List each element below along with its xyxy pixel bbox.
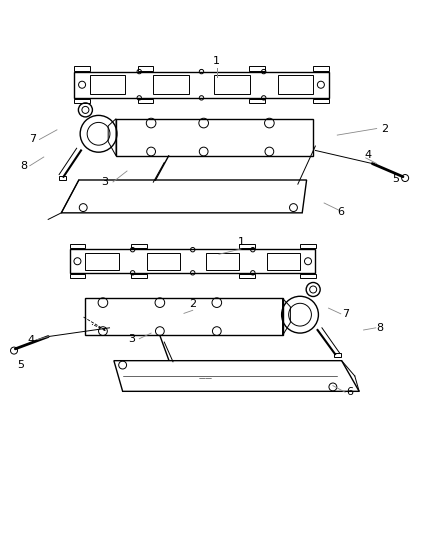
Bar [147,253,180,270]
Bar [138,99,153,103]
Bar [334,353,341,357]
Bar [239,245,254,248]
Bar [90,75,125,94]
Text: 2: 2 [189,300,196,310]
Bar [74,66,90,71]
Text: ——: —— [199,375,213,381]
Bar [70,274,85,278]
Bar [70,249,315,273]
Text: 5: 5 [18,360,25,370]
Bar [250,99,265,103]
Bar [74,71,328,98]
Bar [267,253,300,270]
Text: 1: 1 [237,237,244,247]
Bar [131,245,147,248]
Text: 3: 3 [102,177,109,187]
Bar [214,75,250,94]
Bar [85,253,119,270]
Text: 8: 8 [21,161,28,171]
Text: 7: 7 [29,134,36,144]
Bar [138,66,153,71]
Bar [131,274,147,278]
Bar [313,99,329,103]
Bar [70,245,85,248]
Text: 6: 6 [337,207,344,217]
Bar [250,66,265,71]
Bar [300,245,316,248]
Text: 7: 7 [342,309,349,319]
Text: 5: 5 [392,174,399,184]
Text: 4: 4 [364,150,371,160]
Bar [239,274,254,278]
Text: 6: 6 [346,387,353,397]
Bar [74,99,90,103]
Text: 1: 1 [213,56,220,66]
Text: 4: 4 [27,335,34,345]
Bar [205,253,239,270]
Bar [300,274,316,278]
Bar [313,66,329,71]
Bar [278,75,313,94]
Text: 8: 8 [377,323,384,333]
Text: 2: 2 [381,124,388,134]
Bar [59,176,66,180]
Bar [153,75,189,94]
Text: 3: 3 [128,334,135,344]
